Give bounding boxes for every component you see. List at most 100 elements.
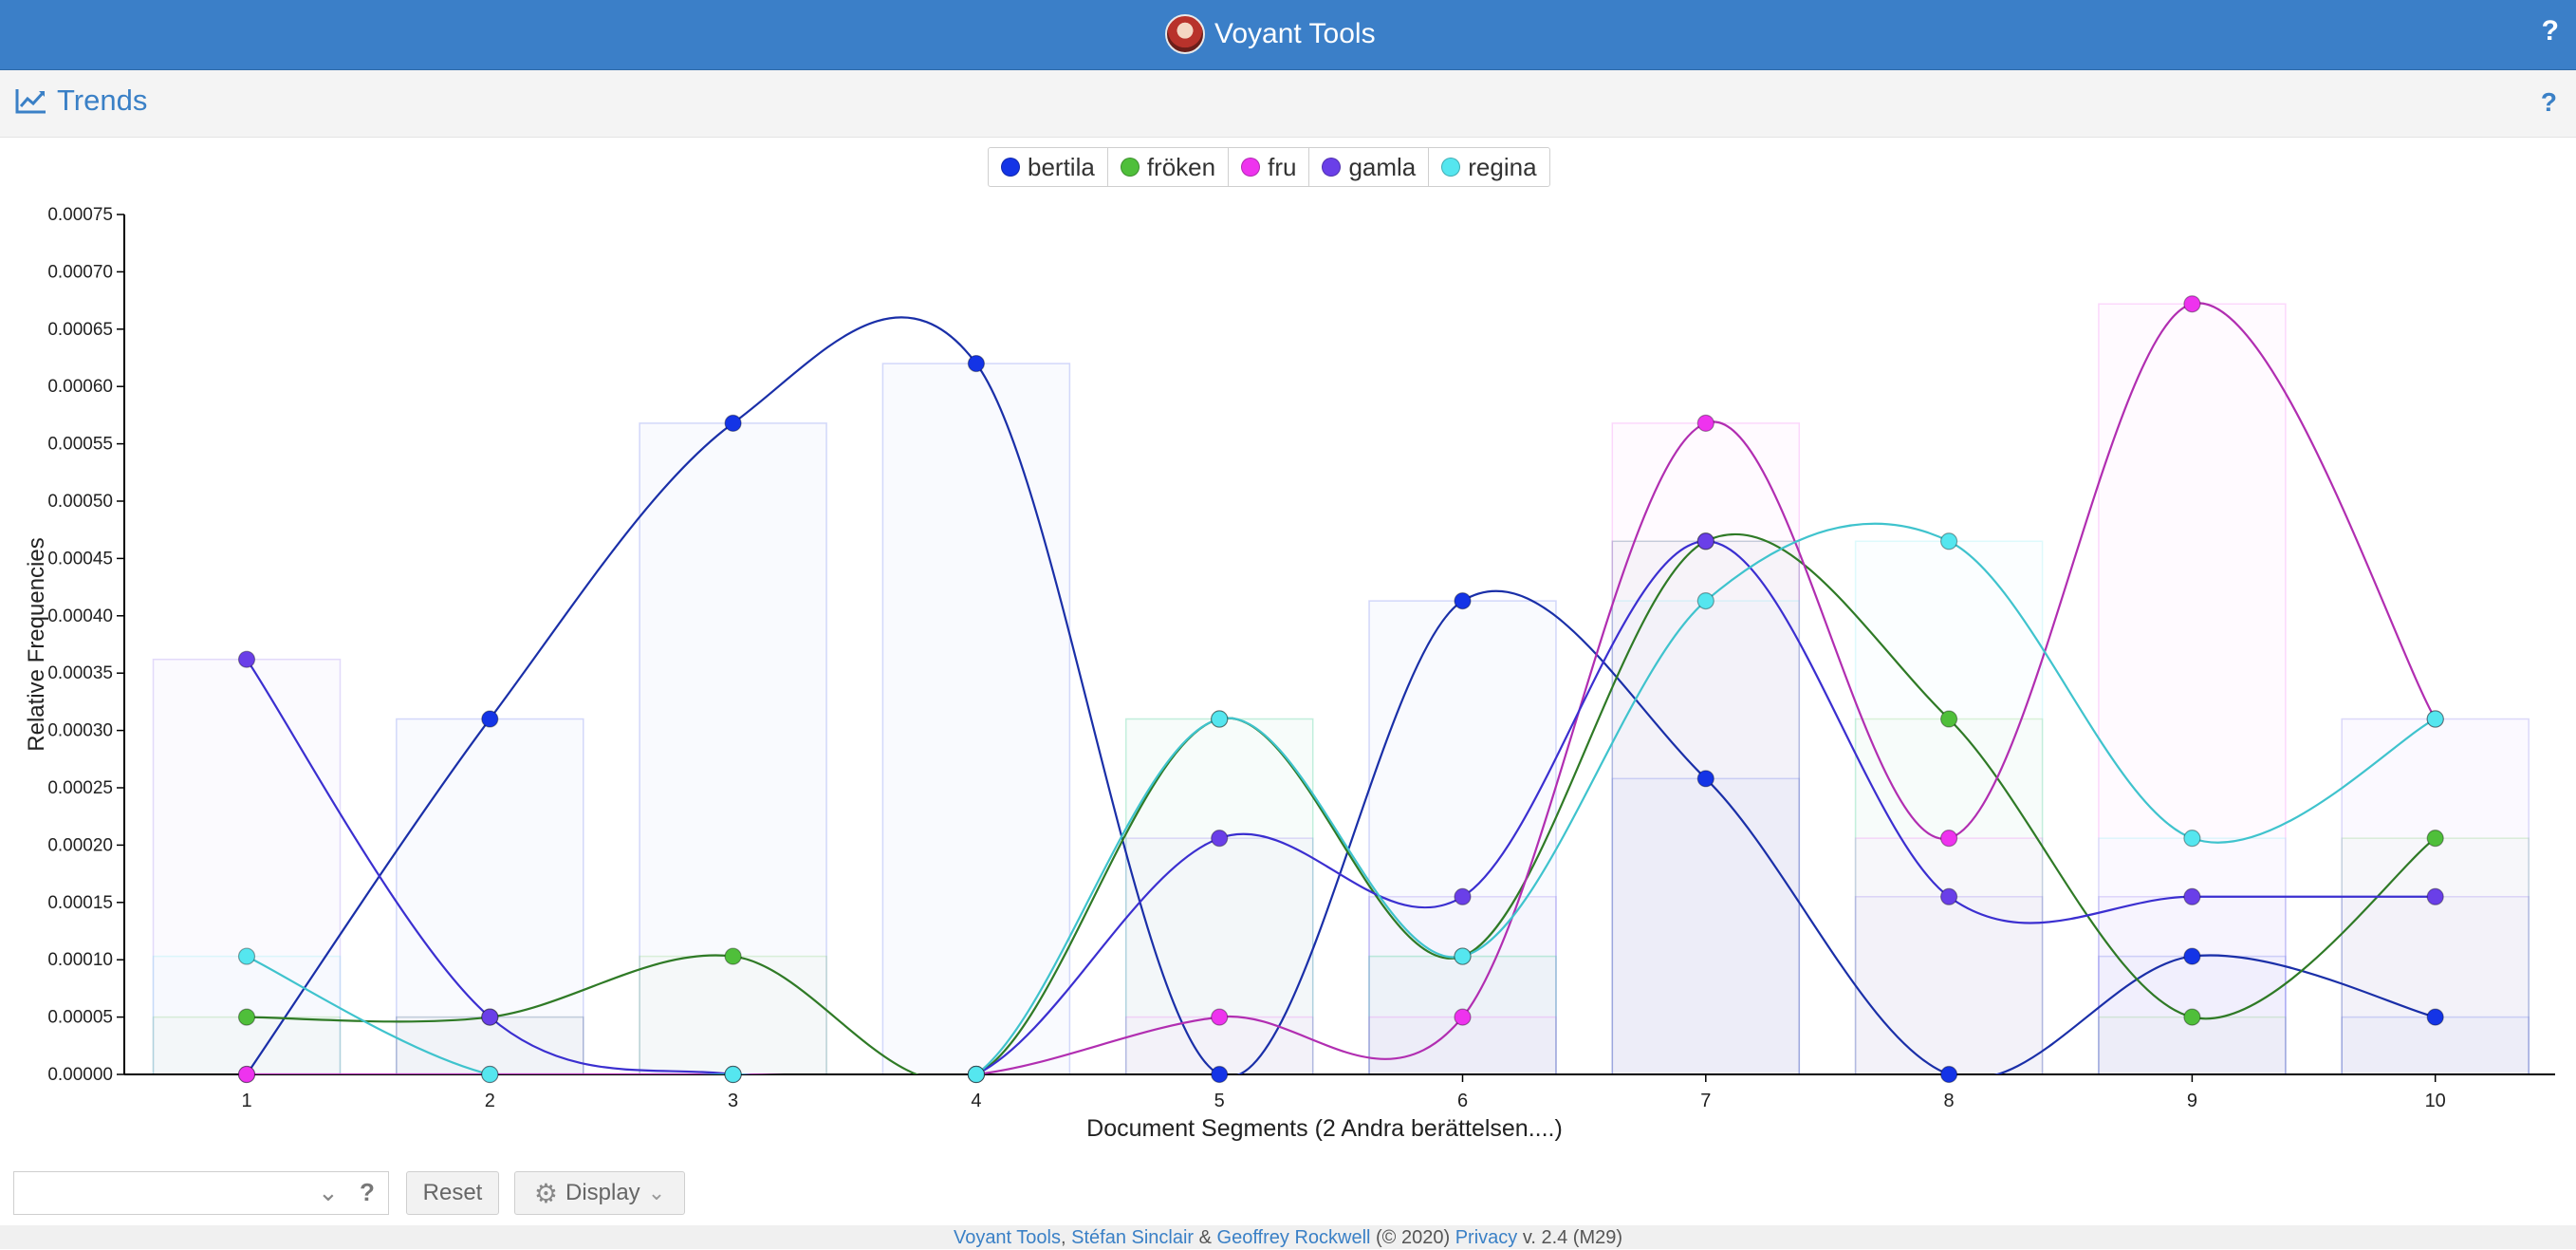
chevron-down-icon[interactable]: ⌄: [318, 1178, 339, 1206]
panel-title-text: Trends: [57, 84, 148, 117]
data-point-bertila-3: [724, 414, 742, 432]
data-point-regina-7: [1696, 591, 1714, 610]
y-tick-label: 0.00015: [47, 893, 113, 913]
gear-icon: ⚙: [533, 1178, 558, 1208]
bar-bertila-4: [881, 363, 1071, 1075]
data-point-fru-9: [2183, 295, 2201, 313]
legend-label: fröken: [1146, 152, 1216, 181]
legend-item-froken[interactable]: fröken: [1108, 148, 1230, 186]
data-point-bertila-6: [1454, 591, 1472, 610]
display-button-label: Display: [565, 1180, 640, 1205]
data-point-gamla-2: [481, 1008, 499, 1026]
y-tick-label: 0.00060: [47, 377, 113, 397]
data-point-fru-8: [1940, 830, 1958, 848]
app-title: Voyant Tools: [1214, 18, 1376, 49]
data-point-bertila-8: [1940, 1065, 1958, 1084]
search-help-icon[interactable]: ?: [360, 1178, 375, 1206]
series-line-bertila: [246, 316, 2436, 1074]
footer: Voyant Tools, Stéfan Sinclair & Geoffrey…: [0, 1225, 2576, 1249]
y-tick-label: 0.00055: [47, 435, 113, 455]
data-point-gamla-6: [1454, 887, 1472, 905]
data-point-fröken-1: [237, 1008, 256, 1026]
legend-dot-icon: [1241, 158, 1261, 177]
y-tick-label: 0.00030: [47, 721, 113, 741]
legend-dot-icon: [1441, 158, 1461, 177]
footer-voyant-link[interactable]: Voyant Tools: [953, 1227, 1061, 1248]
series-line-fru: [247, 302, 2437, 1074]
legend-item-regina[interactable]: regina: [1429, 148, 1548, 186]
data-point-bertila-4: [967, 354, 986, 373]
data-point-bertila-10: [2426, 1008, 2444, 1026]
y-tick-label: 0.00050: [47, 492, 113, 512]
data-point-bertila-5: [1211, 1065, 1229, 1084]
term-search-input[interactable]: [22, 1180, 310, 1208]
series-line-fröken: [246, 533, 2437, 1074]
x-tick-label: 9: [2187, 1091, 2197, 1111]
data-point-regina-4: [967, 1065, 986, 1084]
data-point-fröken-3: [724, 947, 742, 965]
series-line-gamla: [246, 540, 2436, 1074]
display-button[interactable]: ⚙ Display ⌄: [514, 1171, 685, 1215]
x-tick-label: 8: [1944, 1091, 1955, 1111]
y-tick-label: 0.00000: [47, 1065, 113, 1085]
trend-chart-icon: [15, 89, 46, 114]
bottom-toolbar: ⌄ ? Reset ⚙ Display ⌄: [0, 1166, 2576, 1224]
data-point-regina-2: [481, 1065, 499, 1084]
y-tick-label: 0.00075: [47, 205, 113, 225]
footer-privacy-link[interactable]: Privacy: [1455, 1227, 1518, 1248]
data-point-fru-6: [1454, 1008, 1472, 1026]
voyant-logo-icon: [1165, 14, 1205, 54]
data-point-fru-5: [1211, 1008, 1229, 1026]
term-search-combo[interactable]: ⌄ ?: [13, 1171, 389, 1215]
data-point-fru-7: [1696, 414, 1714, 432]
data-point-gamla-8: [1940, 887, 1958, 905]
data-point-regina-10: [2426, 710, 2444, 728]
data-point-fru-1: [237, 1065, 256, 1084]
legend-label: regina: [1468, 152, 1537, 181]
footer-version: v. 2.4 (M29): [1517, 1227, 1623, 1248]
footer-author2-link[interactable]: Geoffrey Rockwell: [1216, 1227, 1371, 1248]
x-tick-label: 3: [728, 1091, 738, 1111]
y-tick-label: 0.00065: [47, 320, 113, 340]
app-header: Voyant Tools ?: [0, 0, 2576, 70]
data-point-regina-1: [237, 947, 256, 965]
trends-chart: 0.00000 0.00005 0.00010 0.00015 0.00020 0.000…: [24, 205, 2555, 1142]
chevron-down-icon: ⌄: [647, 1181, 666, 1204]
x-tick-label: 6: [1457, 1091, 1468, 1111]
panel-title: Trends: [15, 84, 147, 118]
app-help-icon[interactable]: ?: [2541, 15, 2559, 47]
data-point-regina-8: [1940, 532, 1958, 550]
data-point-fröken-8: [1940, 710, 1958, 728]
data-point-regina-3: [724, 1065, 742, 1084]
bar-regina-7: [1611, 600, 1801, 1075]
data-point-gamla-10: [2426, 887, 2444, 905]
footer-author1-link[interactable]: Stéfan Sinclair: [1071, 1227, 1195, 1248]
legend-item-fru[interactable]: fru: [1229, 148, 1310, 186]
y-tick-label: 0.00040: [47, 606, 113, 626]
data-point-bertila-2: [481, 710, 499, 728]
legend-item-bertila[interactable]: bertila: [989, 148, 1108, 186]
app-brand[interactable]: Voyant Tools: [1165, 13, 1376, 55]
data-point-regina-5: [1211, 710, 1229, 728]
legend-label: gamla: [1348, 152, 1417, 181]
chart-legend: bertila fröken fru gamla regina: [988, 147, 1550, 187]
panel-help-icon[interactable]: ?: [2540, 87, 2557, 117]
panel-header: Trends ?: [0, 70, 2576, 138]
legend-label: bertila: [1028, 152, 1095, 181]
reset-button[interactable]: Reset: [406, 1171, 499, 1215]
legend-item-gamla[interactable]: gamla: [1309, 148, 1430, 186]
data-point-regina-9: [2183, 830, 2201, 848]
data-point-gamla-9: [2183, 887, 2201, 905]
y-tick-label: 0.00020: [47, 835, 113, 855]
x-tick-label: 10: [2425, 1091, 2446, 1111]
legend-dot-icon: [1322, 158, 1342, 177]
data-point-bertila-9: [2183, 947, 2201, 965]
data-point-fröken-9: [2183, 1008, 2201, 1026]
data-point-gamla-1: [237, 650, 256, 668]
data-point-regina-6: [1454, 947, 1472, 965]
series-line-regina: [246, 522, 2437, 1074]
y-tick-label: 0.00005: [47, 1008, 113, 1028]
x-tick-label: 4: [971, 1091, 981, 1111]
y-tick-label: 0.00010: [47, 950, 113, 970]
legend-label: fru: [1268, 152, 1297, 181]
